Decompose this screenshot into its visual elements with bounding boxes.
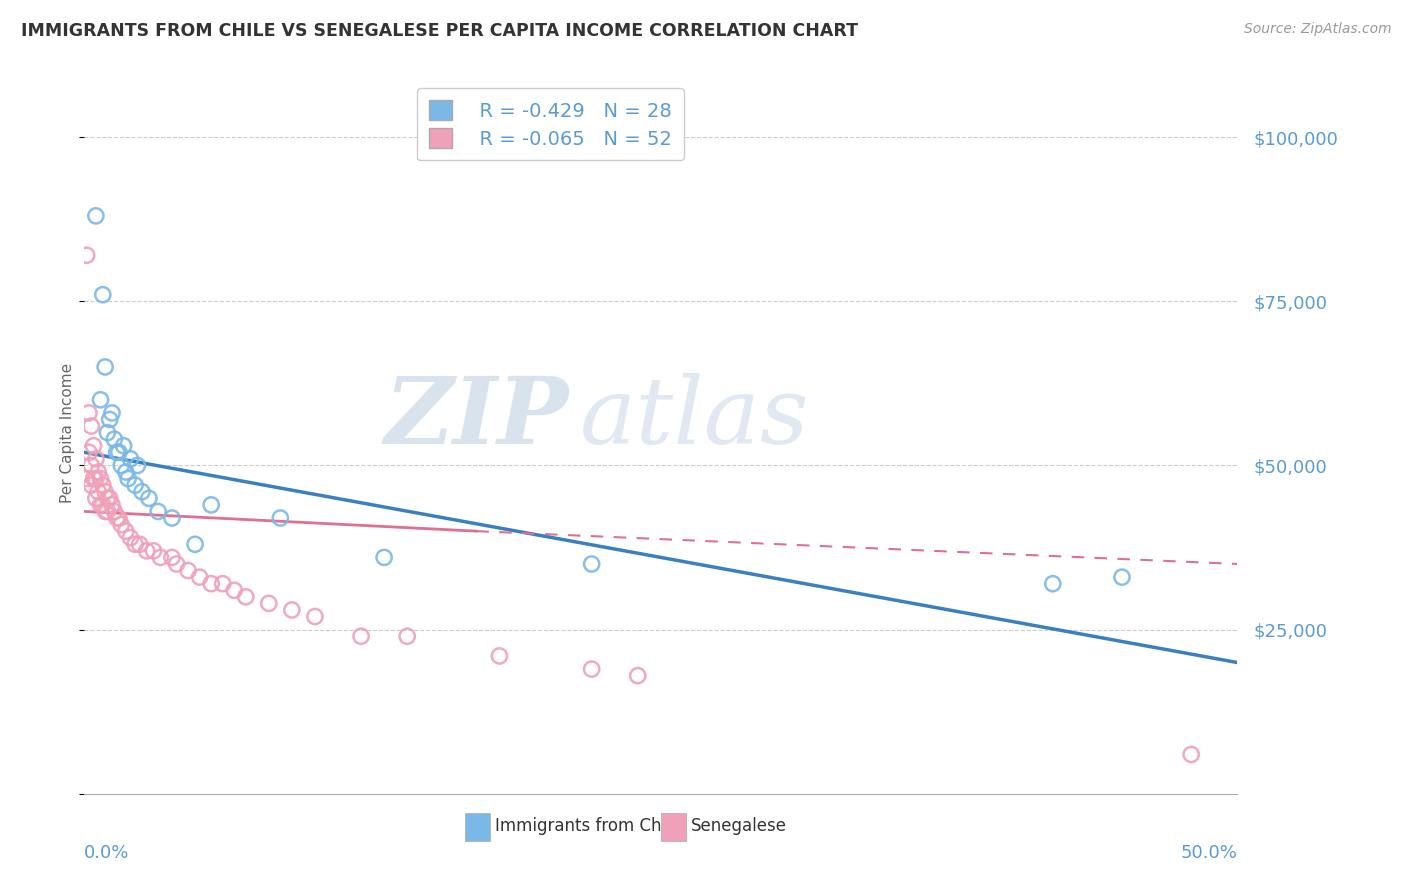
Point [94, 359, 117, 374]
Point [188, 570, 211, 584]
Point [581, 557, 603, 571]
Point [124, 537, 146, 551]
Point [235, 590, 257, 604]
Point [115, 524, 138, 538]
Point [200, 576, 222, 591]
Point [87, 484, 110, 499]
Point [89, 472, 111, 486]
Point [373, 550, 395, 565]
Point [91, 498, 114, 512]
Point [76, 472, 98, 486]
Point [96, 504, 118, 518]
Point [105, 511, 128, 525]
Point [84, 209, 107, 223]
Bar [661, 814, 686, 841]
Point [304, 609, 326, 624]
Point [77, 406, 100, 420]
Point [138, 491, 160, 506]
Point [108, 511, 131, 525]
Point [1042, 576, 1064, 591]
Point [1180, 747, 1202, 762]
Point [98, 491, 121, 506]
Point [257, 596, 280, 610]
Point [87, 465, 110, 479]
Point [84, 491, 107, 506]
Point [98, 412, 121, 426]
Point [101, 406, 124, 420]
Point [142, 544, 165, 558]
Point [83, 439, 105, 453]
Text: 0.0%: 0.0% [84, 845, 129, 863]
Point [103, 432, 125, 446]
Point [96, 491, 118, 506]
Point [177, 564, 200, 578]
Point [84, 472, 107, 486]
Point [91, 478, 114, 492]
Point [627, 668, 650, 682]
Point [96, 425, 118, 440]
Point [128, 537, 150, 551]
Y-axis label: Per Capita Income: Per Capita Income [60, 362, 75, 503]
Point [80, 419, 103, 434]
Point [91, 287, 114, 301]
Point [89, 498, 111, 512]
Point [131, 484, 153, 499]
Point [127, 458, 149, 473]
Bar [465, 814, 491, 841]
Point [101, 498, 124, 512]
Point [84, 451, 107, 466]
Point [77, 445, 100, 459]
Point [103, 504, 125, 518]
Point [281, 603, 304, 617]
Point [224, 583, 246, 598]
Legend:   R = -0.429   N = 28,   R = -0.065   N = 52: R = -0.429 N = 28, R = -0.065 N = 52 [418, 88, 683, 161]
Point [160, 511, 183, 525]
Point [80, 458, 103, 473]
Point [350, 629, 373, 643]
Point [396, 629, 419, 643]
Point [135, 544, 157, 558]
Point [160, 550, 183, 565]
Point [83, 472, 105, 486]
Point [94, 504, 117, 518]
Text: Senegalese: Senegalese [690, 817, 787, 836]
Point [269, 511, 291, 525]
Point [115, 465, 138, 479]
Point [110, 517, 132, 532]
Point [89, 392, 111, 407]
Point [124, 478, 146, 492]
Point [488, 648, 510, 663]
Point [108, 445, 131, 459]
Point [146, 504, 169, 518]
Point [76, 248, 98, 262]
Point [112, 439, 135, 453]
Point [200, 498, 222, 512]
Text: ZIP: ZIP [384, 373, 568, 463]
Point [149, 550, 172, 565]
Point [110, 458, 132, 473]
Text: Source: ZipAtlas.com: Source: ZipAtlas.com [1244, 22, 1392, 37]
Point [117, 472, 139, 486]
Point [120, 531, 142, 545]
Text: atlas: atlas [581, 373, 810, 463]
Point [211, 576, 233, 591]
Point [1111, 570, 1133, 584]
Point [184, 537, 207, 551]
Point [94, 484, 117, 499]
Text: IMMIGRANTS FROM CHILE VS SENEGALESE PER CAPITA INCOME CORRELATION CHART: IMMIGRANTS FROM CHILE VS SENEGALESE PER … [21, 22, 858, 40]
Text: Immigrants from Chile: Immigrants from Chile [495, 817, 681, 836]
Text: 50.0%: 50.0% [1181, 845, 1237, 863]
Point [80, 478, 103, 492]
Point [166, 557, 188, 571]
Point [105, 445, 128, 459]
Point [581, 662, 603, 676]
Point [120, 451, 142, 466]
